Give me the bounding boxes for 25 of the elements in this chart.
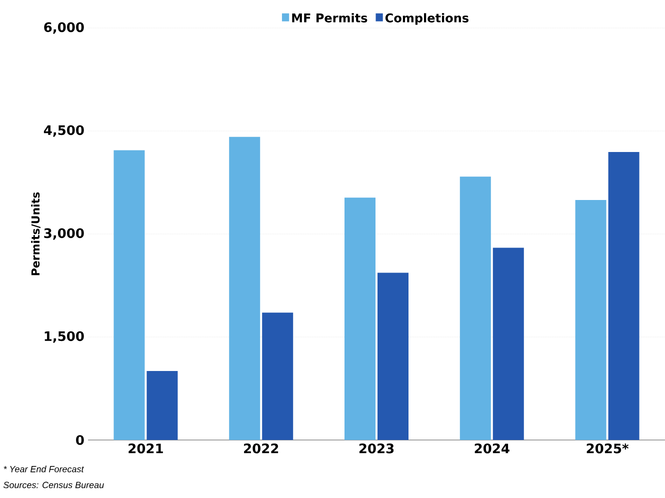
y-tick-label: 1,500 — [44, 331, 84, 343]
y-tick-label: 4,500 — [44, 125, 84, 137]
bar — [575, 200, 606, 440]
y-tick-label: 0 — [76, 435, 84, 445]
y-tick-label: 3,000 — [44, 228, 84, 240]
bar — [229, 136, 260, 440]
bar — [492, 248, 524, 440]
bar — [114, 150, 145, 440]
x-tick-label: 2025* — [586, 444, 629, 454]
x-tick-label: 2024 — [474, 444, 510, 454]
bar — [378, 272, 408, 440]
y-tick-label: 6,000 — [44, 22, 84, 34]
bar — [344, 198, 376, 440]
source-note: Sources: Census Bureau — [3, 482, 104, 488]
text: * Year End Forecast — [4, 466, 84, 472]
bar — [608, 152, 640, 440]
bar — [146, 370, 178, 440]
bar — [262, 312, 294, 440]
x-tick-label: 2023 — [359, 444, 394, 454]
legend-label: Completions — [385, 13, 468, 25]
x-tick-label: 2021 — [128, 444, 163, 454]
y-axis-title: Permits/Units — [31, 192, 40, 276]
bar — [460, 176, 491, 440]
x-tick-label: 2022 — [244, 444, 278, 454]
legend-label: MF Permits — [292, 13, 368, 22]
